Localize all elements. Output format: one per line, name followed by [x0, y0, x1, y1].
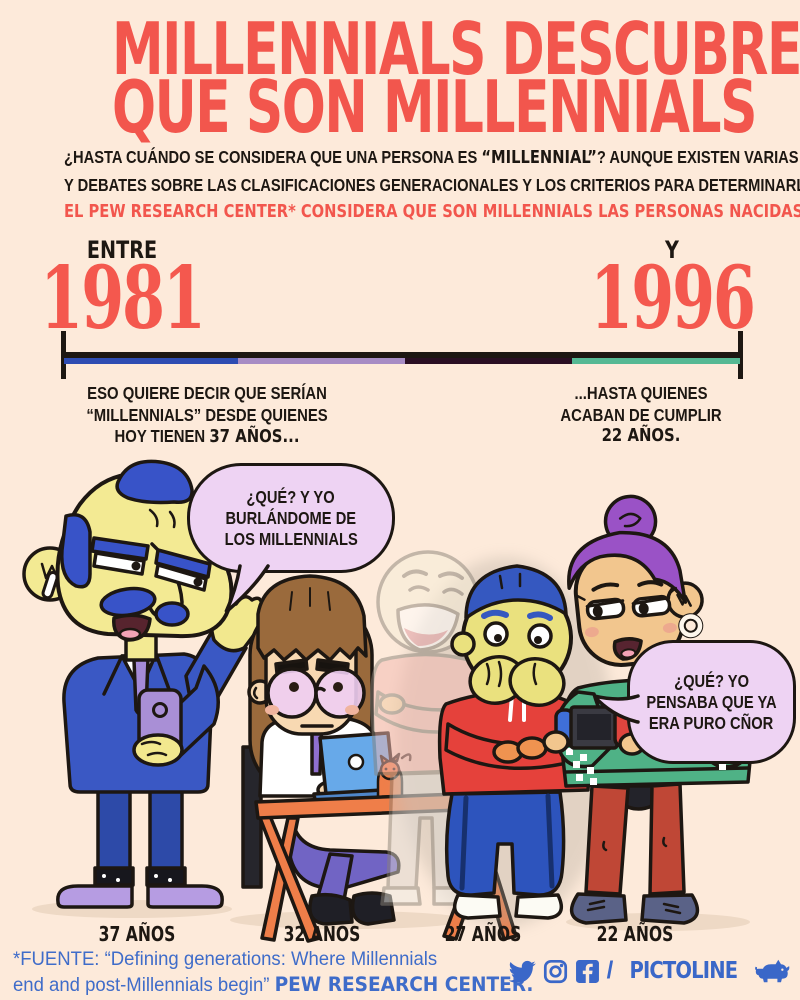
- bubble-left-line-1: ¿QUÉ? Y YO: [246, 486, 336, 507]
- shocked-pose: [437, 564, 592, 920]
- end-label: Y: [665, 236, 679, 264]
- timeline-segment-3: [404, 358, 572, 364]
- timeline-tick-start: [61, 331, 66, 379]
- timeline-right-note: ...HASTA QUIENES ACABAN DE CUMPLIR 22 AÑ…: [546, 383, 736, 448]
- left-note-line-2: “MILLENNIALS” DESDE QUIENES: [86, 404, 328, 425]
- end-year: 1996: [590, 248, 756, 349]
- bubble-right-line-3: ERA PURO CÑOR: [649, 712, 774, 733]
- age-label-32: 32 AÑOS: [283, 922, 361, 946]
- bubble-right-line-2: PENSABA QUE YA: [646, 691, 777, 712]
- intro-line-1: ¿HASTA CUÁNDO SE CONSIDERA QUE UNA PERSO…: [64, 147, 800, 168]
- source-credit: *FUENTE: “Defining generations: Where Mi…: [13, 947, 561, 998]
- timeline-start: ENTRE 1981: [8, 236, 235, 349]
- timeline-segments: [64, 358, 740, 364]
- pictoline-brand: PICTOLINE: [629, 958, 739, 984]
- timeline-segment-2: [237, 358, 405, 364]
- instagram-icon: [543, 959, 567, 983]
- age-label-27: 27 AÑOS: [444, 922, 522, 946]
- timeline-left-note: ESO QUIERE DECIR QUE SERÍAN “MILLENNIALS…: [65, 383, 349, 449]
- pictoline-pig-icon: [755, 959, 790, 982]
- timeline-tick-end: [738, 331, 743, 379]
- intro-line-3: EL PEW RESEARCH CENTER* CONSIDERA QUE SO…: [64, 202, 800, 222]
- start-year: 1981: [40, 248, 206, 349]
- intro-line-2: Y DEBATES SOBRE LAS CLASIFICACIONES GENE…: [64, 175, 800, 195]
- source-line-2: end and post-Millennials begin” PEW RESE…: [13, 973, 534, 996]
- bubble-left-line-3: LOS MILLENNIALS: [224, 528, 358, 549]
- title-line-1: MILLENNIALS DESCUBREN: [112, 7, 800, 91]
- left-note-line-3: HOY TIENEN 37 AÑOS...: [114, 426, 300, 447]
- timeline-segment-4: [571, 358, 740, 364]
- source-line-1: *FUENTE: “Defining generations: Where Mi…: [13, 948, 438, 970]
- age-label-37: 37 AÑOS: [98, 922, 176, 946]
- social-bar: / PICTOLINE: [508, 957, 790, 985]
- right-note-line-2: ACABAN DE CUMPLIR: [560, 404, 722, 425]
- right-note-line-1: ...HASTA QUIENES: [574, 383, 708, 403]
- right-note-line-3: 22 AÑOS.: [601, 426, 681, 446]
- bubble-right-line-1: ¿QUÉ? YO: [674, 670, 749, 691]
- facebook-icon: [575, 959, 599, 983]
- timeline-bar: [64, 352, 740, 358]
- start-label: ENTRE: [86, 236, 158, 264]
- separator: /: [606, 957, 614, 984]
- timeline-segment-1: [64, 358, 238, 364]
- speech-bubble-tail-right: [594, 694, 640, 724]
- characters-illustration: [22, 459, 754, 943]
- timeline-end: Y 1996: [558, 236, 785, 349]
- character-man-27: [369, 550, 615, 927]
- twitter-icon: [508, 960, 536, 983]
- intro-paragraph: ¿HASTA CUÁNDO SE CONSIDERA QUE UNA PERSO…: [0, 144, 800, 226]
- page-title: MILLENNIALS DESCUBREN QUE SON MILLENNIAL…: [0, 7, 800, 149]
- speech-bubble-man-37: ¿QUÉ? Y YO BURLÁNDOME DE LOS MILLENNIALS: [187, 463, 395, 573]
- left-note-line-1: ESO QUIERE DECIR QUE SERÍAN: [87, 383, 327, 403]
- title-line-2: QUE SON MILLENNIALS: [112, 65, 757, 149]
- age-label-22: 22 AÑOS: [596, 922, 674, 946]
- bubble-left-line-2: BURLÁNDOME DE: [225, 507, 357, 528]
- speech-bubble-woman-22: ¿QUÉ? YO PENSABA QUE YA ERA PURO CÑOR: [627, 640, 796, 764]
- speech-bubble-tail-left: [224, 564, 270, 614]
